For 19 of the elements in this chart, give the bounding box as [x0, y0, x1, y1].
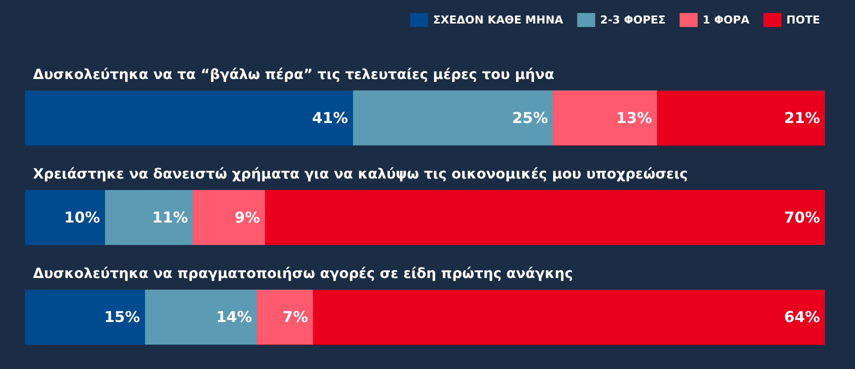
data-label: 13% [616, 108, 652, 127]
data-label: 70% [784, 208, 820, 226]
data-label: 10% [64, 208, 100, 226]
legend-label: 2-3 ΦΟΡΕΣ [600, 14, 666, 26]
data-label: 7% [282, 308, 308, 326]
data-label: 11% [152, 208, 188, 226]
data-label: 64% [784, 308, 820, 326]
data-label: 41% [312, 108, 348, 127]
data-label: 21% [784, 108, 820, 127]
data-label: 9% [234, 208, 260, 226]
data-label: 14% [216, 308, 252, 326]
legend-label: 1 ΦΟΡΑ [702, 14, 750, 26]
data-label: 25% [512, 108, 548, 127]
legend-label: ΠΟΤΕ [786, 14, 820, 26]
legend-label: ΣΧΕΔΟΝ ΚΑΘΕ ΜΗΝΑ [433, 14, 564, 26]
y-tick-label: Δυσκολεύτηκα να τα “βγάλω πέρα” τις τελευταίες μέρες του μήνα [33, 66, 555, 83]
y-tick-label: Δυσκολεύτηκα να πραγματοποιήσω αγορές σε είδη πρώτης ανάγκης [33, 266, 573, 282]
y-tick-label: Χρειάστηκε να δανειστώ χρήματα για να καλύψω τις οικονομικές μου υποχρεώσεις [33, 166, 688, 182]
data-label: 15% [104, 308, 140, 326]
